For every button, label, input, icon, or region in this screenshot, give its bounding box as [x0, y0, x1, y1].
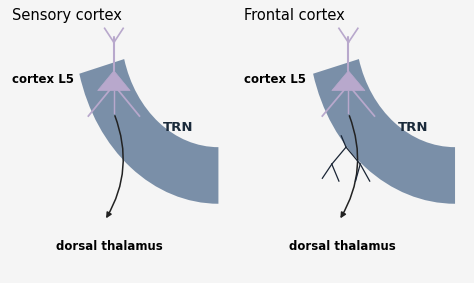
Text: cortex L5: cortex L5	[12, 73, 74, 86]
Polygon shape	[98, 71, 130, 91]
FancyArrowPatch shape	[341, 116, 358, 217]
Wedge shape	[313, 59, 455, 204]
Wedge shape	[79, 59, 219, 204]
Text: Frontal cortex: Frontal cortex	[244, 8, 345, 23]
Text: cortex L5: cortex L5	[244, 73, 306, 86]
Polygon shape	[332, 71, 365, 91]
Text: Sensory cortex: Sensory cortex	[12, 8, 122, 23]
FancyArrowPatch shape	[107, 116, 123, 217]
Text: TRN: TRN	[398, 121, 428, 134]
Text: TRN: TRN	[163, 121, 193, 134]
Text: dorsal thalamus: dorsal thalamus	[56, 240, 163, 253]
Text: dorsal thalamus: dorsal thalamus	[289, 240, 396, 253]
